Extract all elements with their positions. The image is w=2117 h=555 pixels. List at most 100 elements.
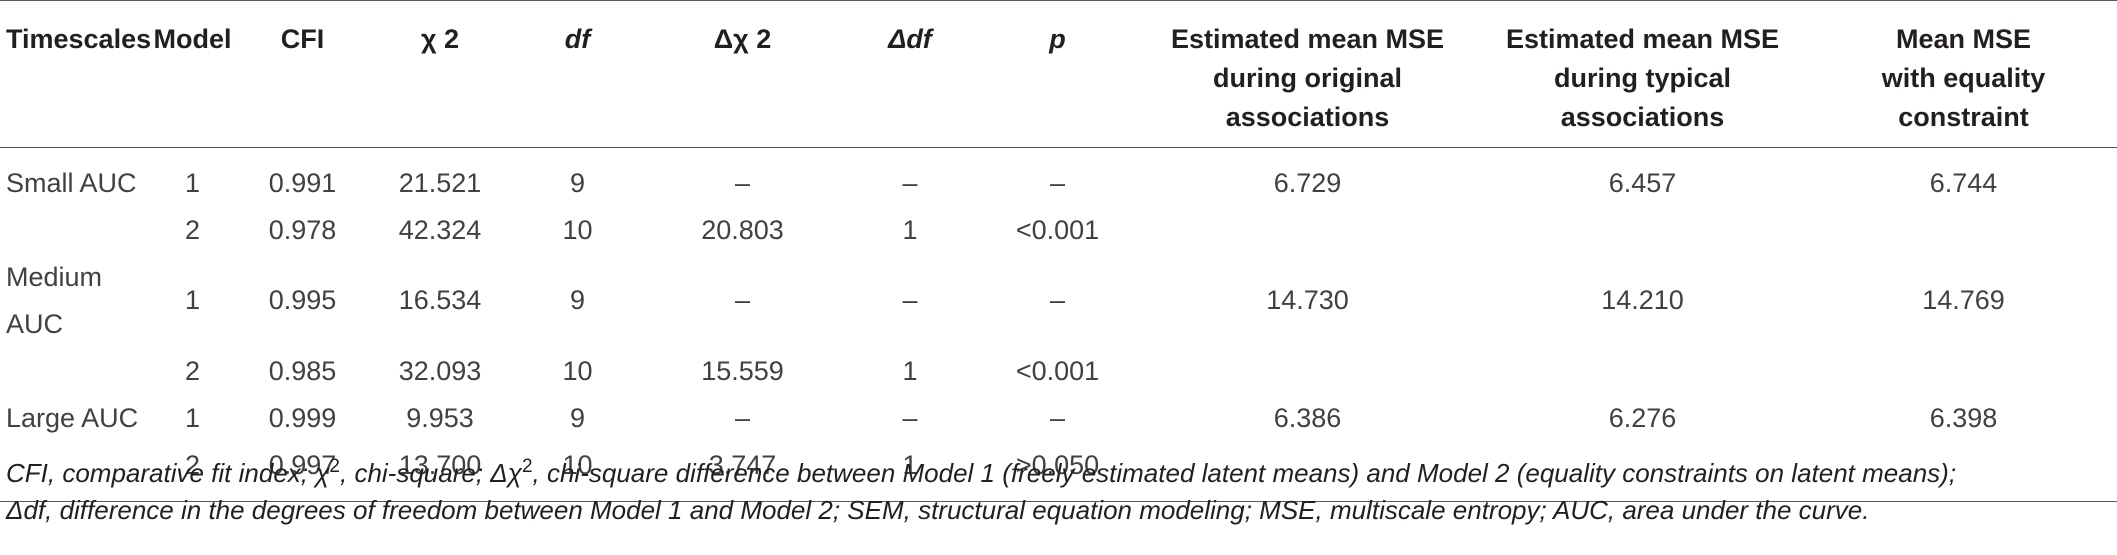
cell-cfi: 0.995 bbox=[268, 285, 337, 315]
table-body: Small AUC 1 0.991 21.521 9 – – – 6.729 6.457 6.744… bbox=[0, 147, 2117, 502]
header-mse-equality-line: Mean MSE bbox=[1895, 24, 2032, 54]
cell-cfi: 0.991 bbox=[268, 167, 337, 198]
cell-mse-typical bbox=[1475, 348, 1810, 395]
cell-cfi: 0.999 bbox=[268, 402, 337, 433]
cell-mse-typical bbox=[1475, 441, 1810, 502]
footnote-superscript: 2 bbox=[521, 456, 533, 477]
cell-mse-original: 14.730 bbox=[1266, 285, 1349, 315]
cell-df: 9 bbox=[569, 167, 586, 198]
cell-p: – bbox=[1049, 285, 1066, 315]
cell-df: 9 bbox=[569, 285, 586, 315]
footnote-text: , chi-square; Δχ bbox=[340, 458, 522, 488]
cell-mse-original bbox=[1140, 348, 1475, 395]
cell-delta-chi-square: – bbox=[734, 167, 751, 198]
cell-chi-square: 32.093 bbox=[398, 355, 482, 386]
header-delta-df: Δdf bbox=[845, 0, 975, 148]
cell-mse-equality bbox=[1810, 441, 2117, 502]
cell-mse-original: 6.729 bbox=[1273, 167, 1342, 198]
cell-delta-chi-square: – bbox=[734, 285, 751, 315]
header-timescales: Timescales bbox=[0, 0, 151, 148]
cell-delta-df: 1 bbox=[845, 441, 975, 502]
cell-mse-typical bbox=[1475, 207, 1810, 254]
table-row: Medium AUC 1 0.995 16.534 9 – – – 14.730 14.210 14… bbox=[0, 254, 2117, 348]
cell-mse-typical: 14.210 bbox=[1601, 285, 1684, 315]
cell-mse-original bbox=[1140, 207, 1475, 254]
header-model: Model bbox=[145, 0, 240, 148]
footnote-text: , chi-square difference between Model 1 … bbox=[532, 458, 1957, 488]
header-mse-equality-line: with equality bbox=[1881, 63, 2046, 93]
cell-model: 1 bbox=[184, 167, 201, 198]
header-mse-original: Estimated mean MSE during original assoc… bbox=[1140, 0, 1475, 148]
header-p: p bbox=[975, 0, 1140, 148]
cell-p: – bbox=[1049, 167, 1066, 198]
cell-delta-chi-square: 20.803 bbox=[701, 214, 784, 245]
cell-delta-df: – bbox=[902, 285, 918, 315]
footnote-text: CFI, comparative fit index; χ bbox=[6, 458, 330, 488]
footnote-superscript: 2 bbox=[329, 456, 340, 477]
cell-chi-square: 13.700 bbox=[365, 441, 515, 502]
cell-timescale: Large AUC bbox=[6, 402, 139, 433]
cell-delta-chi-square: – bbox=[734, 402, 751, 433]
cell-timescale bbox=[0, 441, 145, 502]
cell-model: 1 bbox=[184, 285, 201, 315]
header-mse-typical-line: Estimated mean MSE bbox=[1505, 24, 1780, 54]
table-row: Small AUC 1 0.991 21.521 9 – – – 6.729 6.457 6.744 bbox=[0, 147, 2117, 207]
header-cfi: CFI bbox=[240, 0, 365, 148]
cell-p: – bbox=[1049, 402, 1066, 433]
header-mse-original-line: during original bbox=[1213, 63, 1402, 93]
cell-mse-original: 6.386 bbox=[1273, 402, 1342, 433]
header-df: df bbox=[515, 0, 640, 148]
cell-chi-square: 42.324 bbox=[398, 214, 482, 245]
table-row: 2 0.997 13.700 10 3.747 1 >0.050 bbox=[0, 441, 2117, 502]
cell-df: 10 bbox=[515, 441, 640, 502]
cell-p: <0.001 bbox=[1015, 214, 1100, 245]
cell-delta-df: 1 bbox=[902, 355, 918, 386]
cell-mse-typical: 6.457 bbox=[1608, 167, 1677, 198]
cell-delta-chi-square: 15.559 bbox=[701, 355, 784, 386]
header-mse-typical: Estimated mean MSE during typical associ… bbox=[1475, 0, 1810, 148]
table-row: Large AUC 1 0.999 9.953 9 – – – 6.386 6.276 6.398 bbox=[0, 395, 2117, 442]
footnote-line-1: CFI, comparative fit index; χ2, chi-squa… bbox=[6, 448, 2106, 492]
cell-mse-original bbox=[1140, 441, 1475, 502]
cell-df: 9 bbox=[569, 402, 586, 433]
cell-mse-equality: 6.744 bbox=[1929, 167, 1998, 198]
table-footnote: CFI, comparative fit index; χ2, chi-squa… bbox=[6, 448, 2106, 529]
cell-timescale: Medium AUC bbox=[6, 261, 103, 339]
cell-delta-df: 1 bbox=[902, 214, 918, 245]
cell-delta-df: – bbox=[902, 167, 918, 198]
table-header-row: Timescales Model CFI χ 2 df Δχ 2 Δdf p E… bbox=[0, 0, 2117, 148]
cell-p: <0.001 bbox=[1015, 355, 1100, 386]
cell-mse-equality bbox=[1810, 207, 2117, 254]
cell-cfi: 0.978 bbox=[268, 214, 337, 245]
header-mse-typical-line: associations bbox=[1560, 102, 1725, 132]
cell-p: >0.050 bbox=[975, 441, 1140, 502]
cell-model: 2 bbox=[184, 214, 201, 245]
cell-chi-square: 21.521 bbox=[398, 167, 482, 198]
cell-model: 1 bbox=[184, 402, 201, 433]
table-row: 2 0.978 42.324 10 20.803 1 <0.001 bbox=[0, 207, 2117, 254]
cell-mse-equality: 6.398 bbox=[1929, 402, 1998, 433]
cell-chi-square: 9.953 bbox=[406, 402, 474, 433]
cell-timescale bbox=[0, 207, 145, 254]
cell-mse-equality: 14.769 bbox=[1922, 285, 2005, 315]
results-table: Timescales Model CFI χ 2 df Δχ 2 Δdf p E… bbox=[0, 0, 2117, 502]
table-row: 2 0.985 32.093 10 15.559 1 <0.001 bbox=[0, 348, 2117, 395]
cell-df: 10 bbox=[562, 214, 593, 245]
header-mse-original-line: associations bbox=[1225, 102, 1390, 132]
cell-cfi: 0.997 bbox=[240, 441, 365, 502]
cell-mse-equality bbox=[1810, 348, 2117, 395]
cell-model: 2 bbox=[145, 441, 240, 502]
cell-delta-df: – bbox=[902, 402, 918, 433]
cell-mse-typical: 6.276 bbox=[1608, 402, 1677, 433]
cell-timescale bbox=[0, 348, 145, 395]
footnote-line-2: Δdf, difference in the degrees of freedo… bbox=[6, 495, 1870, 525]
header-chi-square: χ 2 bbox=[365, 0, 515, 148]
header-mse-typical-line: during typical bbox=[1553, 63, 1732, 93]
cell-model: 2 bbox=[184, 355, 201, 386]
cell-timescale: Small AUC bbox=[6, 167, 137, 198]
cell-cfi: 0.985 bbox=[268, 355, 337, 386]
header-mse-equality: Mean MSE with equality constraint bbox=[1810, 0, 2117, 148]
cell-chi-square: 16.534 bbox=[398, 285, 482, 315]
header-mse-equality-line: constraint bbox=[1898, 102, 2029, 132]
cell-delta-chi-square: 3.747 bbox=[640, 441, 845, 502]
